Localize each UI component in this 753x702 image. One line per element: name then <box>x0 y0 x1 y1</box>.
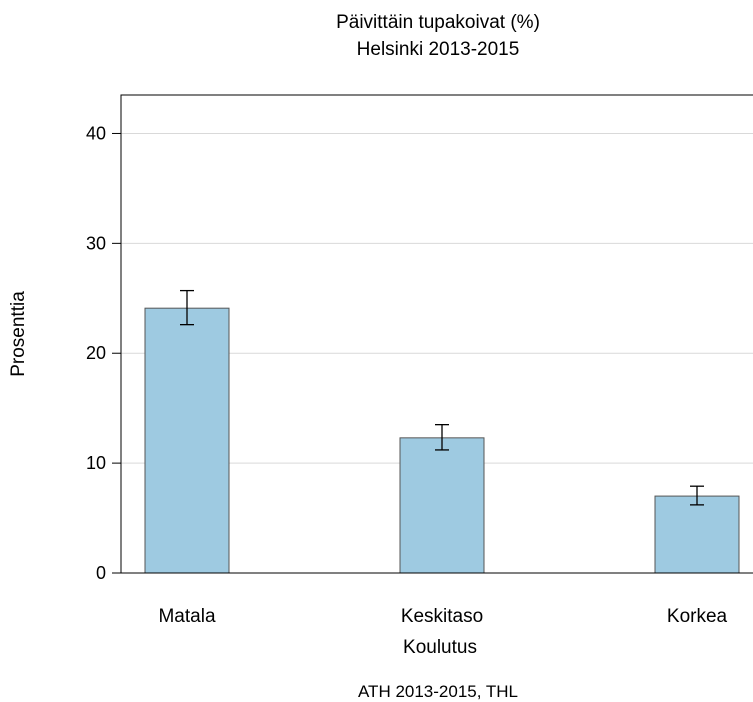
x-tick-label: Matala <box>158 606 215 627</box>
y-tick-label: 10 <box>86 453 106 473</box>
bar <box>144 307 230 574</box>
x-tick-label: Keskitaso <box>401 606 483 627</box>
chart-title: Päivittäin tupakoivat (%) <box>336 12 540 33</box>
bar <box>399 437 485 574</box>
error-bars <box>121 289 753 574</box>
source-note: ATH 2013-2015, THL <box>358 682 518 701</box>
x-axis-labels: Matala Keskitaso Korkea <box>158 606 727 627</box>
y-tick-label: 20 <box>86 343 106 363</box>
x-tick-label: Korkea <box>667 606 728 627</box>
y-tick-label: 30 <box>86 233 106 253</box>
y-tick-label: 40 <box>86 123 106 143</box>
y-axis-title: Prosenttia <box>8 291 29 377</box>
chart-subtitle: Helsinki 2013-2015 <box>357 39 520 60</box>
x-axis-title: Koulutus <box>403 637 477 658</box>
y-tick-label: 0 <box>96 563 106 583</box>
y-axis-ticks: 0 10 20 30 40 <box>86 123 121 583</box>
bar <box>654 495 740 574</box>
